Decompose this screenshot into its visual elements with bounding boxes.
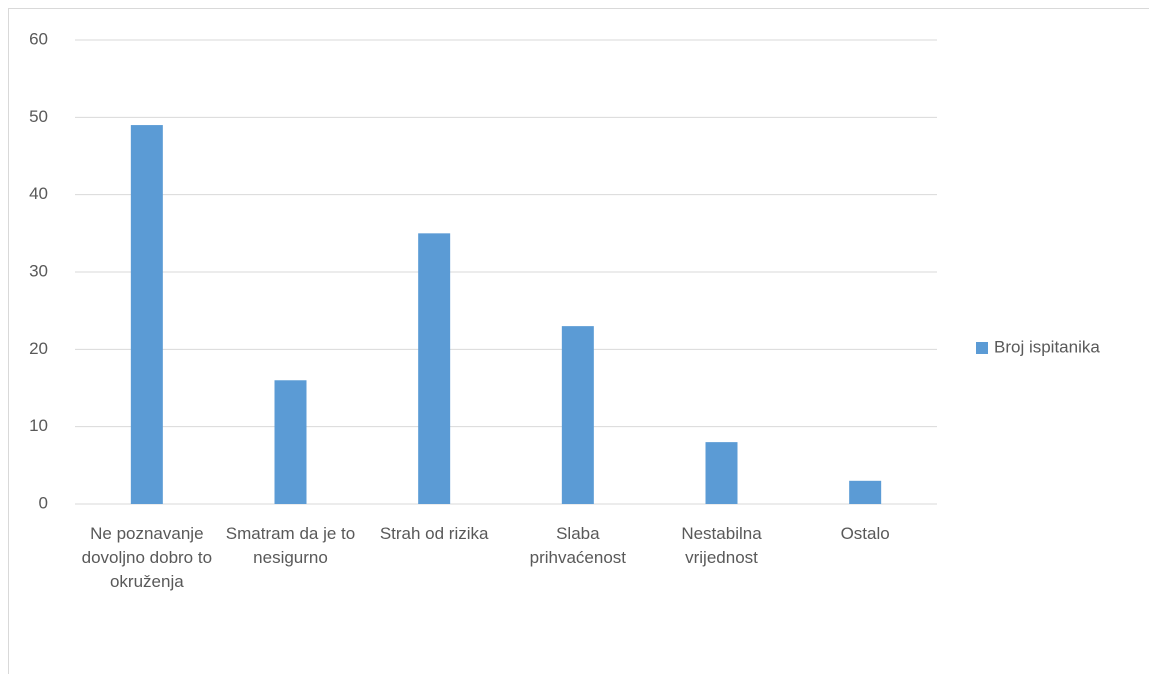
- x-tick-label: Slaba prihvaćenost: [529, 524, 627, 567]
- legend-label: Broj ispitanika: [994, 337, 1100, 356]
- y-tick-label: 60: [29, 29, 48, 48]
- chart-border: [8, 8, 1149, 674]
- x-tick-label: Nestabilna vrijednost: [681, 524, 762, 567]
- x-tick-label: Ostalo: [840, 524, 890, 543]
- y-tick-label: 0: [39, 493, 48, 512]
- bar: [130, 125, 163, 505]
- bar: [274, 380, 307, 504]
- x-tick-label: Ne poznavanje dovoljno dobro to okruženj…: [81, 524, 213, 591]
- y-tick-label: 20: [29, 339, 48, 358]
- bar: [561, 326, 594, 504]
- y-tick-label: 40: [29, 184, 48, 203]
- x-tick-label: Strah od rizika: [379, 524, 489, 543]
- y-tick-label: 30: [29, 261, 48, 280]
- bar: [418, 233, 451, 505]
- y-tick-label: 10: [29, 416, 48, 435]
- y-tick-label: 50: [29, 107, 48, 126]
- x-tick-label: Smatram da je to nesigurno: [225, 524, 356, 567]
- legend-swatch: [976, 342, 988, 354]
- bar: [705, 442, 738, 504]
- bar: [849, 480, 882, 504]
